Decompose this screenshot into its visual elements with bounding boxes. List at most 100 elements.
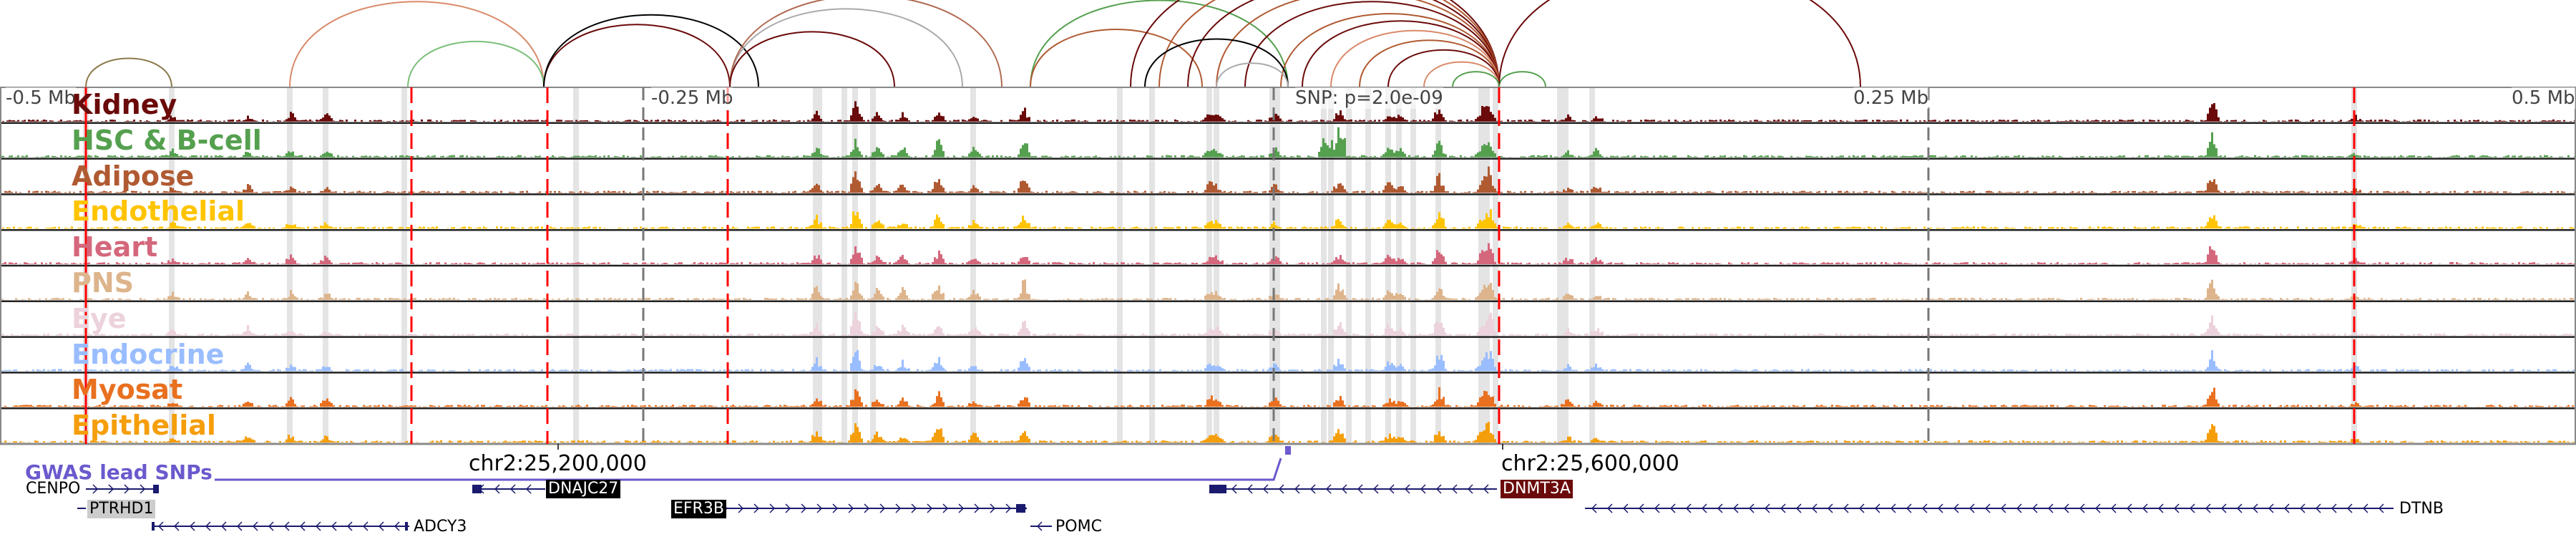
efr3b-strand-arrow	[927, 503, 933, 513]
efr3b-strand-arrow	[911, 503, 917, 513]
interaction-arc	[1302, 20, 1500, 88]
signal-adipose	[0, 166, 2576, 193]
gene-efr3b[interactable]: EFR3B	[671, 500, 726, 518]
coord-label-left: chr2:25,200,000	[469, 451, 647, 476]
efr3b-strand-arrow	[990, 503, 996, 513]
signal-hsc-b-cell	[0, 127, 2576, 158]
gene-pomc[interactable]: POMC	[1055, 518, 1102, 536]
gene-dnmt3a[interactable]: DNMT3A	[1501, 480, 1573, 498]
interaction-arc	[1144, 38, 1289, 88]
adcy3-strand-arrow	[394, 521, 400, 531]
dtnb-strand-arrow	[1717, 503, 1723, 513]
dtnb-strand-arrow	[2220, 503, 2227, 513]
track-label: Epithelial	[72, 410, 216, 442]
signal-pns	[0, 279, 2576, 300]
adcy3-strand-arrow	[173, 521, 180, 531]
gene-dnajc27[interactable]: DNAJC27	[546, 480, 621, 498]
efr3b-strand-arrow	[801, 503, 807, 513]
dtnb-strand-arrow	[2362, 503, 2368, 513]
gene-ptrhd1[interactable]: PTRHD1	[87, 500, 156, 518]
efr3b-strand-arrow	[785, 503, 791, 513]
cenpo-strand-arrow	[124, 484, 130, 494]
dnmt3a-strand-arrow	[1246, 484, 1253, 494]
snp-label: SNP: p=2.0e-09	[1295, 87, 1443, 109]
dtnb-strand-arrow	[1591, 503, 1597, 513]
interaction-arc	[85, 57, 172, 88]
efr3b-strand-arrow	[816, 503, 823, 513]
dtnb-strand-arrow	[1748, 503, 1755, 513]
signal-kidney	[0, 101, 2576, 122]
dtnb-strand-arrow	[2063, 503, 2069, 513]
dnajc27-strand-arrow	[525, 484, 532, 494]
gene-dtnb[interactable]: DTNB	[2399, 500, 2444, 518]
dnmt3a-strand-arrow	[1420, 484, 1426, 494]
coord-label-right: chr2:25,600,000	[1501, 451, 1679, 476]
adcy3-exon	[152, 522, 155, 531]
dnmt3a-strand-arrow	[1262, 484, 1269, 494]
track-label: Kidney	[72, 89, 177, 120]
dtnb-strand-arrow	[2047, 503, 2054, 513]
interaction-arc	[1498, 0, 1861, 88]
efr3b-strand-arrow	[879, 503, 886, 513]
interaction-arc	[1330, 29, 1500, 88]
gene-cenpo[interactable]: CENPO	[26, 480, 81, 498]
dtnb-strand-arrow	[1669, 503, 1676, 513]
gwas-track-label: GWAS lead SNPs	[25, 460, 213, 484]
efr3b-exon	[1016, 504, 1025, 513]
dtnb-strand-arrow	[1921, 503, 1928, 513]
dtnb-strand-arrow	[2079, 503, 2085, 513]
dtnb-strand-arrow	[1780, 503, 1786, 513]
cenpo-strand-arrow	[140, 484, 146, 494]
adcy3-strand-arrow	[283, 521, 290, 531]
adcy3-strand-arrow	[189, 521, 195, 531]
gwas-connector	[215, 458, 1282, 481]
interaction-arc	[1498, 71, 1546, 88]
adcy3-strand-arrow	[220, 521, 227, 531]
adcy3-strand-arrow	[315, 521, 321, 531]
dtnb-strand-arrow	[2252, 503, 2258, 513]
adcy3-strand-arrow	[362, 521, 369, 531]
adcy3-strand-arrow	[236, 521, 243, 531]
pomc-strand-arrow	[1036, 521, 1043, 531]
dtnb-strand-arrow	[2299, 503, 2306, 513]
efr3b-strand-arrow	[738, 503, 744, 513]
interaction-arc	[543, 14, 759, 88]
adcy3-strand-arrow	[252, 521, 258, 531]
cenpo-exon	[153, 485, 159, 493]
adcy3-strand-arrow	[157, 521, 164, 531]
interaction-arc	[1280, 13, 1500, 88]
signal-myosat	[0, 387, 2576, 407]
dtnb-strand-arrow	[2000, 503, 2006, 513]
dnmt3a-strand-arrow	[1404, 484, 1410, 494]
dtnb-strand-arrow	[2205, 503, 2211, 513]
efr3b-strand-arrow	[864, 503, 870, 513]
cenpo-strand-arrow	[92, 484, 99, 494]
dtnb-strand-arrow	[2016, 503, 2022, 513]
dnmt3a-strand-arrow	[1294, 484, 1300, 494]
track-label: PNS	[72, 267, 135, 299]
dnmt3a-strand-arrow	[1309, 484, 1316, 494]
signal-endothelial	[0, 209, 2576, 229]
interaction-arc	[1244, 1, 1500, 88]
dtnb-strand-arrow	[2378, 503, 2384, 513]
dtnb-strand-arrow	[2331, 503, 2337, 513]
dtnb-strand-arrow	[2126, 503, 2132, 513]
dtnb-strand-arrow	[1701, 503, 1707, 513]
dtnb-strand-arrow	[1654, 503, 1660, 513]
dnmt3a-strand-arrow	[1278, 484, 1284, 494]
adcy3-strand-arrow	[268, 521, 274, 531]
efr3b-strand-arrow	[974, 503, 980, 513]
axis-label-mid-right: 0.25 Mb	[1853, 87, 1929, 109]
dnmt3a-exon	[1209, 485, 1226, 493]
dnajc27-strand-arrow	[509, 484, 516, 494]
interaction-arc	[1030, 0, 1289, 88]
track-label: Endocrine	[72, 338, 225, 370]
dtnb-strand-arrow	[1811, 503, 1818, 513]
dtnb-strand-arrow	[2110, 503, 2117, 513]
track-label: Heart	[72, 231, 158, 263]
dtnb-strand-arrow	[2157, 503, 2164, 513]
axis-label-left: -0.5 Mb	[6, 87, 76, 109]
gene-adcy3[interactable]: ADCY3	[414, 518, 467, 536]
track-label: Eye	[72, 302, 127, 334]
efr3b-strand-arrow	[753, 503, 760, 513]
